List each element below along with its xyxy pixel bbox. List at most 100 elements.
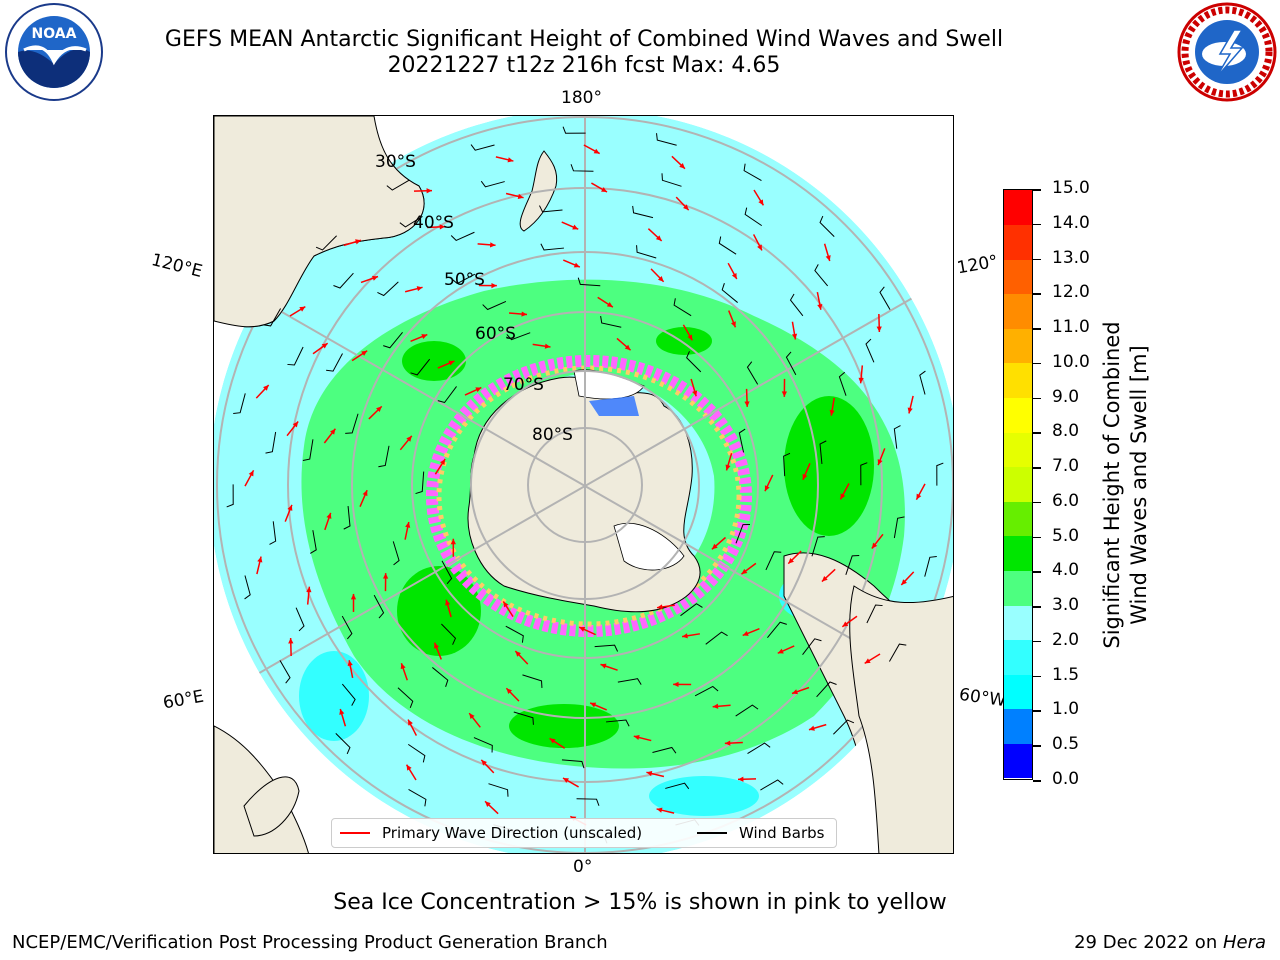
wind-barb [562,126,586,134]
wind-barb [263,308,282,327]
wave-arrow-head [572,224,579,230]
colorbar-tick [1033,675,1041,678]
colorbar-tick [1033,536,1041,539]
wave-arrow-head [724,740,731,746]
wave-arrow-head [434,642,440,649]
wind-barb [269,521,277,545]
colorbar-tick-label: 8.0 [1052,421,1080,442]
wind-barb [802,638,822,655]
wave-arrow-head [287,504,293,511]
wave-patch-4-5m [397,566,481,656]
wind-barb [488,783,509,797]
wave-arrow-head [687,334,693,341]
colorbar-tick-label: 12.0 [1052,282,1090,303]
wind-barb [437,386,457,404]
wave-arrow-head [263,385,269,391]
wave-arrow-head [624,344,631,351]
wave-arrow-head [821,575,828,582]
colorbar-tick-label: 0.5 [1052,734,1080,755]
colorbar-tick-label: 1.5 [1052,664,1080,685]
wave-arrow-head [907,407,913,414]
wind-barb [335,733,351,755]
wind-barb [432,667,449,687]
wave-arrow-head [738,776,744,782]
wind-barb [441,623,457,645]
wave-arrow-head [376,406,382,413]
wind-barb [441,560,453,585]
wave-arrow-head [741,568,748,575]
lat-label: 80°S [532,425,573,445]
wave-arrow-head [590,702,597,708]
wind-barb [377,281,399,297]
wind-barb [721,283,738,303]
wind-barb [505,625,524,643]
wave-arrow-head [683,204,689,211]
wave-arrow-head [421,334,428,340]
wave-arrow-head [606,301,613,308]
wind-barb [738,428,746,453]
colorbar-segment [1004,466,1032,502]
wave-arrow-head [742,630,749,636]
colorbar-tick-label: 2.0 [1052,629,1080,650]
colorbar-tick [1033,571,1041,573]
wave-arrow-head [383,573,389,579]
colorbar-tick-label: 6.0 [1052,490,1080,511]
wind-barb [893,425,901,449]
wave-arrow-head [299,306,306,312]
colorbar-tick-label: 0.0 [1052,769,1080,789]
lon-label-right-upper: 120° [955,251,1000,279]
wave-direction-swatch [340,832,370,834]
wave-arrow-head [507,157,514,163]
wind-barb [279,660,291,684]
wave-arrow-head [711,543,718,550]
wave-arrow-head [339,708,345,715]
wave-arrow-head [440,459,446,466]
colorbar-segment [1004,293,1032,329]
wind-barb [326,353,343,372]
colorbar-tick-label: 9.0 [1052,386,1080,407]
wave-arrow-head [673,681,679,687]
wind-barb [470,144,495,151]
wave-arrow-head [503,601,509,608]
chart-subtitle: 20221227 t12z 216h fcst Max: 4.65 [387,53,781,78]
wind-barb [415,471,425,495]
colorbar-segment [1004,708,1032,744]
wind-barb [561,759,585,769]
wind-barb [845,555,860,575]
wind-barb [577,277,601,287]
wind-barb [539,205,563,213]
colorbar-tick-label: 5.0 [1052,525,1080,546]
wind-barb [866,604,883,624]
wave-arrow-head [744,401,750,407]
colorbar-tick-label: 1.0 [1052,699,1080,720]
colorbar-segment [1004,432,1032,468]
wind-barb [746,361,759,385]
lon-label-left-upper: 120°E [149,250,205,282]
colorbar-tick-label: 4.0 [1052,560,1080,581]
wind-barb [814,264,829,287]
map-panel [213,115,954,854]
wind-barb [652,746,677,754]
wind-barb [399,216,423,228]
wave-arrow-head [791,689,798,695]
colorbar-segment [1004,743,1032,779]
wave-arrow-head [679,163,685,169]
wind-barb [661,173,682,187]
lon-label-bottom: 0° [573,857,593,877]
wind-barb [838,371,847,396]
wave-arrow-head [405,522,411,528]
wave-arrow-head [593,148,600,154]
wave-arrow-head [306,586,312,593]
wave-arrow-head [864,658,871,664]
wave-arrow-head [248,470,254,477]
wave-arrow-head [562,777,569,783]
wave-arrow-head [692,390,698,397]
wind-barb [632,205,654,219]
colorbar-tick [1033,606,1041,608]
wave-arrow-head [600,663,607,669]
wave-arrow-head [876,326,882,332]
africa-land [243,776,300,837]
wind-barb [816,681,837,698]
wind-barb [919,370,926,395]
wind-barb [408,788,427,807]
